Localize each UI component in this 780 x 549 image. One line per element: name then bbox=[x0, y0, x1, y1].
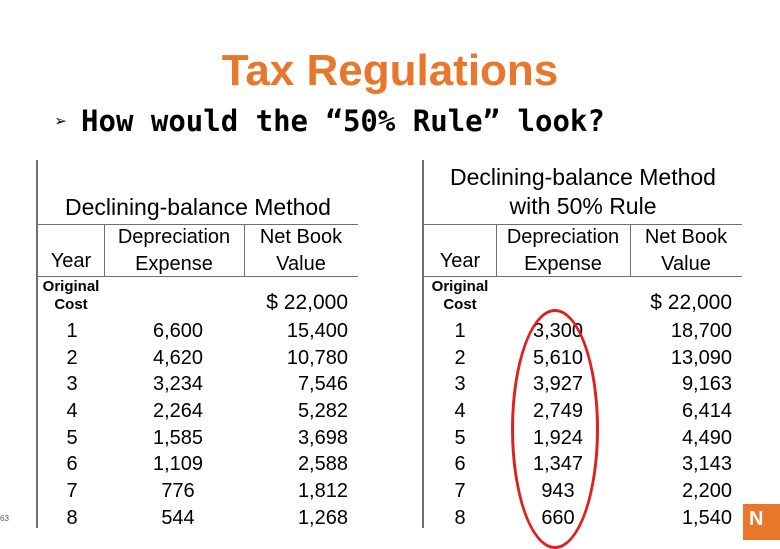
net-book-value-cell: 7,546 bbox=[297, 373, 348, 396]
header-expense: Expense bbox=[524, 253, 602, 275]
net-book-value-cell: 5,282 bbox=[297, 400, 348, 423]
header-expense: Expense bbox=[135, 253, 213, 275]
net-book-value-cell: 1,268 bbox=[297, 506, 348, 529]
bullet-arrow-icon: ➢ bbox=[55, 109, 68, 133]
year-cell: 2 bbox=[454, 346, 466, 369]
net-book-value-cell: 2,588 bbox=[297, 453, 348, 476]
table-row: 7 776 1,812 bbox=[38, 478, 358, 505]
net-book-value-cell: 3,143 bbox=[681, 453, 732, 476]
year-cell: 5 bbox=[66, 426, 78, 449]
table-rows: 1 6,600 15,400 2 4,620 10,780 3 3,234 7,546 4 2,26… bbox=[38, 318, 358, 532]
expense-cell: 6,600 bbox=[152, 320, 204, 342]
expense-cell: 4,620 bbox=[152, 346, 204, 369]
divider bbox=[496, 224, 497, 276]
net-book-value-cell: 2,200 bbox=[681, 480, 732, 503]
year-cell: 2 bbox=[66, 346, 78, 369]
year-cell: 3 bbox=[66, 373, 78, 396]
year-cell: 4 bbox=[454, 400, 466, 423]
net-book-value-cell: 9,163 bbox=[681, 373, 732, 396]
expense-cell: 544 bbox=[161, 506, 195, 529]
year-cell: 4 bbox=[66, 400, 78, 423]
table-row: 2 4,620 10,780 bbox=[38, 345, 358, 372]
table-caption: Declining-balance Method bbox=[65, 194, 331, 220]
original-cost-label: Original Cost bbox=[431, 278, 489, 313]
year-cell: 8 bbox=[454, 506, 466, 529]
year-cell: 6 bbox=[454, 453, 466, 476]
header-year: Year bbox=[439, 250, 481, 272]
expense-cell: 1,109 bbox=[152, 453, 204, 476]
divider bbox=[424, 276, 742, 277]
header-depreciation: Depreciation bbox=[117, 226, 231, 248]
table-row: 5 1,585 3,698 bbox=[38, 425, 358, 452]
slide-title: Tax Regulations bbox=[221, 46, 559, 95]
year-cell: 1 bbox=[66, 320, 78, 342]
net-book-value-cell: 1,540 bbox=[681, 506, 732, 529]
year-cell: 6 bbox=[66, 453, 78, 476]
header-net-book: Net Book bbox=[259, 226, 343, 248]
table-row: 4 2,264 5,282 bbox=[38, 398, 358, 425]
year-cell: 7 bbox=[454, 480, 466, 503]
year-cell: 3 bbox=[454, 373, 466, 396]
net-book-value-cell: 15,400 bbox=[286, 320, 348, 342]
year-cell: 7 bbox=[66, 480, 78, 503]
year-cell: 5 bbox=[454, 426, 466, 449]
declining-balance-table: Declining-balance Method Year Depreciati… bbox=[36, 160, 358, 529]
year-cell: 8 bbox=[66, 506, 78, 529]
table-caption-line1: Declining-balance Method bbox=[450, 164, 716, 190]
net-book-value-cell: 3,698 bbox=[297, 426, 348, 449]
net-book-value-cell: 18,700 bbox=[670, 320, 732, 342]
year-cell: 1 bbox=[454, 320, 466, 342]
header-value: Value bbox=[661, 253, 711, 275]
bullet-point: ➢ How would the “50% Rule” look? bbox=[55, 104, 605, 138]
net-book-value-cell: 1,812 bbox=[297, 480, 348, 503]
net-book-value-cell: 4,490 bbox=[681, 426, 732, 449]
header-year: Year bbox=[50, 250, 92, 272]
expense-cell: 776 bbox=[161, 480, 195, 503]
table-row: 8 544 1,268 bbox=[38, 505, 358, 532]
divider bbox=[104, 224, 105, 276]
bullet-text: How would the “50% Rule” look? bbox=[81, 104, 605, 138]
net-book-value-cell: 6,414 bbox=[681, 400, 732, 423]
divider bbox=[244, 224, 245, 276]
expense-cell: 3,234 bbox=[152, 373, 204, 396]
page-number: 63 bbox=[0, 514, 9, 523]
publisher-logo: N bbox=[743, 504, 780, 540]
header-value: Value bbox=[276, 253, 326, 275]
table-row: 3 3,234 7,546 bbox=[38, 371, 358, 398]
table-row: 1 6,600 15,400 bbox=[38, 318, 358, 345]
header-depreciation: Depreciation bbox=[506, 226, 620, 248]
net-book-value-cell: 13,090 bbox=[670, 346, 732, 369]
table-caption-line2: with 50% Rule bbox=[509, 193, 657, 219]
expense-cell: 1,585 bbox=[152, 426, 204, 449]
divider bbox=[38, 224, 358, 225]
original-cost-label: Original Cost bbox=[42, 278, 100, 313]
expense-cell: 2,264 bbox=[152, 400, 204, 423]
original-cost-value: $ 22,000 bbox=[650, 291, 732, 314]
divider bbox=[424, 224, 742, 225]
net-book-value-cell: 10,780 bbox=[286, 346, 348, 369]
highlight-ellipse bbox=[511, 309, 599, 549]
divider bbox=[38, 276, 358, 277]
original-cost-value: $ 22,000 bbox=[266, 291, 348, 314]
divider bbox=[630, 224, 631, 276]
header-net-book: Net Book bbox=[644, 226, 728, 248]
table-row: 6 1,109 2,588 bbox=[38, 451, 358, 478]
